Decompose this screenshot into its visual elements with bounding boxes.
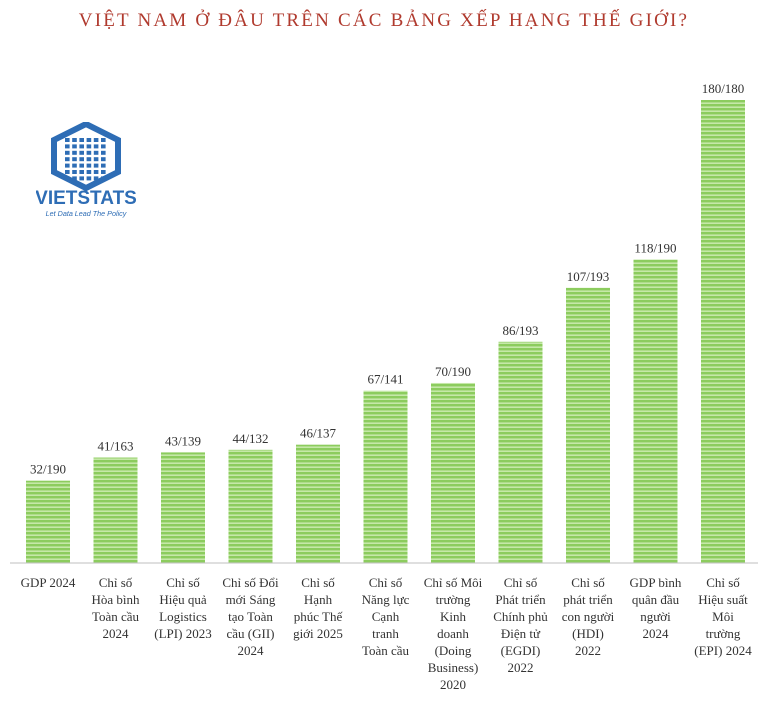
logo-name: VIETSTATS [36, 188, 136, 209]
bar-6 [431, 382, 475, 563]
bar-10 [701, 100, 745, 563]
data-label-2: 43/139 [165, 433, 201, 448]
vietstats-logo: VIETSTATS Let Data Lead The Policy [36, 122, 136, 218]
data-label-8: 107/193 [567, 269, 610, 284]
category-label-6: Chỉ số Môi trường Kinh doanh (Doing Business)… [424, 575, 483, 692]
category-label-7: Chỉ số Phát triển Chính phủ Điện tử (EGDI) 20… [493, 575, 548, 675]
data-label-4: 46/137 [300, 426, 337, 441]
category-label-8: Chỉ số phát triển con người (HDI) 2022 [562, 575, 615, 658]
chart-title: VIỆT NAM Ở ĐÂU TRÊN CÁC BẢNG XẾP HẠNG TH… [78, 10, 690, 31]
bar-2 [161, 452, 205, 563]
category-label-3: Chỉ số Đổi mới Sáng tạo Toàn cầu (GII) 2024 [222, 575, 279, 658]
data-label-1: 41/163 [97, 439, 133, 454]
bar-5 [363, 390, 408, 563]
bar-8 [566, 287, 610, 563]
data-label-7: 86/193 [502, 323, 538, 338]
logo-tagline: Let Data Lead The Policy [46, 209, 127, 218]
building-cube-icon [51, 122, 121, 192]
category-label-1: Chỉ số Hòa bình Toàn cầu 2024 [91, 575, 140, 641]
data-label-6: 70/190 [435, 364, 471, 379]
bar-3 [228, 449, 273, 563]
data-label-0: 32/190 [30, 462, 66, 477]
data-label-5: 67/141 [367, 372, 403, 387]
category-label-9: GDP bình quân đầu người 2024 [630, 575, 682, 641]
bar-4 [296, 444, 340, 563]
bar-1 [93, 457, 138, 563]
bar-7 [498, 341, 543, 563]
category-label-0: GDP 2024 [21, 575, 76, 590]
bar-0 [26, 480, 70, 563]
category-label-5: Chỉ số Năng lực Cạnh tranh Toàn cầu [362, 575, 410, 658]
data-label-10: 180/180 [702, 81, 745, 96]
category-label-10: Chỉ số Hiệu suất Môi trường (EPI) 2024 [694, 575, 752, 658]
data-label-9: 118/190 [634, 240, 676, 255]
bar-9 [633, 259, 678, 563]
category-label-2: Chỉ số Hiệu quả Logistics (LPI) 2023 [154, 575, 211, 641]
category-label-4: Chỉ số Hạnh phúc Thế giới 2025 [293, 575, 343, 641]
data-label-3: 44/132 [232, 431, 268, 446]
